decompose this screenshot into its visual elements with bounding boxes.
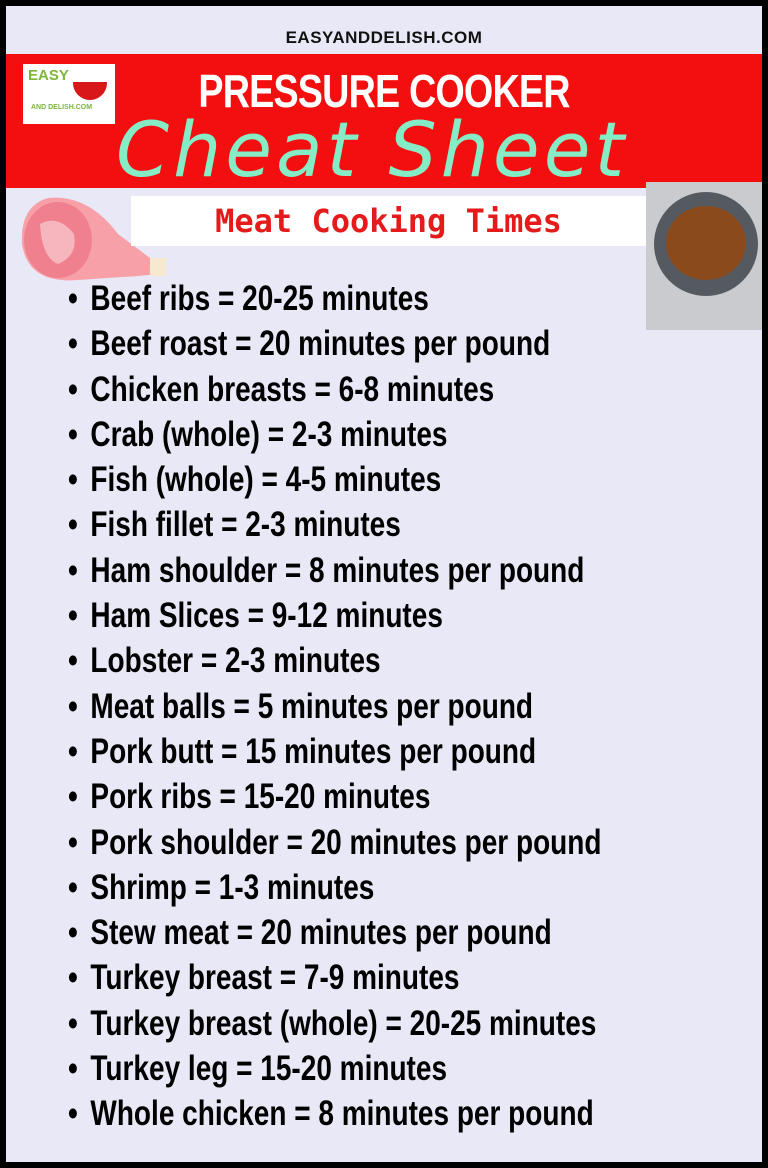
list-item: • Pork ribs = 15-20 minutes (68, 774, 602, 819)
header-band: EASY AND DELISH.COM PRESSURE COOKER Chea… (6, 54, 762, 194)
item-text: Turkey breast = 7-9 minutes (90, 958, 460, 998)
list-item: • Chicken breasts = 6-8 minutes (68, 367, 602, 412)
bullet-icon: • (68, 958, 78, 998)
list-item: • Beef roast = 20 minutes per pound (68, 321, 602, 366)
bullet-icon: • (68, 550, 78, 590)
list-item: • Shrimp = 1-3 minutes (68, 865, 602, 910)
bullet-icon: • (68, 822, 78, 862)
item-text: Meat balls = 5 minutes per pound (90, 686, 534, 726)
item-text: Stew meat = 20 minutes per pound (90, 913, 552, 953)
bullet-icon: • (68, 279, 78, 318)
bullet-icon: • (68, 777, 78, 817)
item-text: Ham shoulder = 8 minutes per pound (90, 550, 585, 590)
item-text: Chicken breasts = 6-8 minutes (90, 369, 495, 409)
bowl-icon (73, 82, 107, 100)
bullet-icon: • (68, 1049, 78, 1089)
item-text: Whole chicken = 8 minutes per pound (90, 1094, 594, 1134)
shredded-meat (666, 206, 746, 280)
bullet-icon: • (68, 913, 78, 953)
bullet-icon: • (68, 1003, 78, 1043)
item-text: Ham Slices = 9-12 minutes (90, 596, 443, 636)
list-item: • Fish (whole) = 4-5 minutes (68, 457, 602, 502)
bullet-icon: • (68, 641, 78, 681)
item-text: Turkey leg = 15-20 minutes (90, 1049, 448, 1089)
list-item: • Turkey breast = 7-9 minutes (68, 955, 602, 1000)
site-name: EASYANDDELISH.COM (285, 28, 483, 47)
item-text: Beef ribs = 20-25 minutes (90, 279, 429, 318)
pressure-cooker-photo (646, 182, 762, 330)
cheat-sheet: EASYANDDELISH.COM EASY AND DELISH.COM PR… (6, 6, 762, 1162)
list-item: • Fish fillet = 2-3 minutes (68, 502, 602, 547)
item-text: Beef roast = 20 minutes per pound (90, 324, 551, 364)
list-item: • Pork butt = 15 minutes per pound (68, 729, 602, 774)
bullet-icon: • (68, 867, 78, 907)
list-item: • Beef ribs = 20-25 minutes (68, 276, 602, 321)
logo-mark: EASY (28, 67, 69, 84)
ham-icon (21, 197, 166, 281)
bullet-icon: • (68, 324, 78, 364)
bullet-icon: • (68, 686, 78, 726)
item-text: Crab (whole) = 2-3 minutes (90, 414, 448, 454)
item-text: Lobster = 2-3 minutes (90, 641, 381, 681)
bullet-icon: • (68, 1094, 78, 1134)
bullet-icon: • (68, 369, 78, 409)
item-text: Fish fillet = 2-3 minutes (90, 505, 401, 545)
list-item: • Turkey breast (whole) = 20-25 minutes (68, 1001, 602, 1046)
item-text: Pork shoulder = 20 minutes per pound (90, 822, 602, 862)
item-text: Pork ribs = 15-20 minutes (90, 777, 431, 817)
list-item: • Lobster = 2-3 minutes (68, 638, 602, 683)
list-item: • Stew meat = 20 minutes per pound (68, 910, 602, 955)
list-item: • Ham Slices = 9-12 minutes (68, 593, 602, 638)
title-line-1: PRESSURE COOKER (198, 65, 570, 117)
cooking-times-list: • Beef ribs = 20-25 minutes • Beef roast = … (68, 276, 735, 1137)
bullet-icon: • (68, 414, 78, 454)
subtitle: Meat Cooking Times (215, 202, 562, 240)
logo-mark-sub: AND DELISH.COM (31, 104, 93, 111)
logo: EASY AND DELISH.COM (23, 64, 115, 124)
list-item: • Crab (whole) = 2-3 minutes (68, 412, 602, 457)
bullet-icon: • (68, 731, 78, 771)
bullet-icon: • (68, 505, 78, 545)
bullet-icon: • (68, 460, 78, 500)
item-text: Pork butt = 15 minutes per pound (90, 731, 537, 771)
list-item: • Whole chicken = 8 minutes per pound (68, 1091, 602, 1136)
list-item: • Turkey leg = 15-20 minutes (68, 1046, 602, 1091)
title-line-2: Cheat Sheet (116, 105, 629, 194)
list-item: • Ham shoulder = 8 minutes per pound (68, 548, 602, 593)
item-text: Fish (whole) = 4-5 minutes (90, 460, 442, 500)
bullet-icon: • (68, 596, 78, 636)
list-item: • Pork shoulder = 20 minutes per pound (68, 820, 602, 865)
subtitle-banner: Meat Cooking Times (131, 196, 646, 246)
list-item: • Meat balls = 5 minutes per pound (68, 684, 602, 729)
item-text: Turkey breast (whole) = 20-25 minutes (90, 1003, 597, 1043)
item-text: Shrimp = 1-3 minutes (90, 867, 375, 907)
